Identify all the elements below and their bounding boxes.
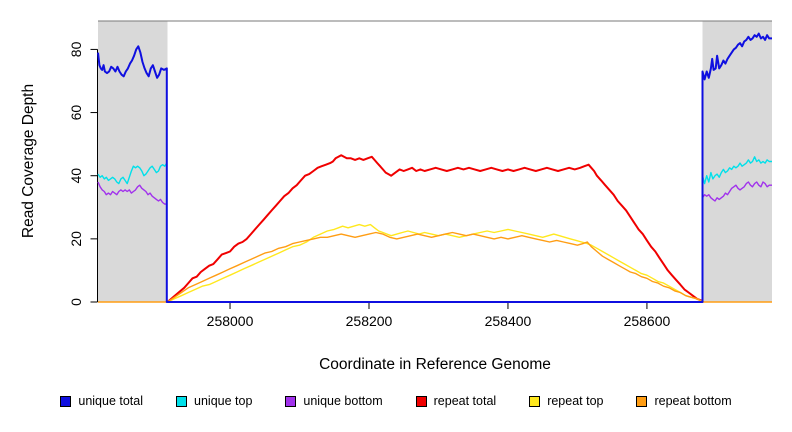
legend-item-unique-top: unique top bbox=[176, 394, 252, 408]
legend-item-unique-total: unique total bbox=[60, 394, 143, 408]
series-line-repeat-bottom bbox=[98, 231, 772, 303]
y-axis-title: Read Coverage Depth bbox=[20, 84, 37, 238]
axes: 258000 258200 258400 258600 0 20 40 60 80 bbox=[68, 41, 670, 329]
legend-label: unique total bbox=[78, 394, 144, 408]
y-tick-label: 40 bbox=[68, 168, 84, 184]
legend-swatch-icon bbox=[176, 395, 188, 407]
legend-swatch-icon bbox=[415, 395, 427, 407]
y-tick-label: 0 bbox=[68, 298, 84, 306]
legend-item-repeat-top: repeat top bbox=[529, 394, 603, 408]
y-tick-label: 20 bbox=[68, 231, 84, 247]
series-line-unique-total bbox=[97, 32, 772, 303]
series-line-unique-bottom bbox=[97, 181, 772, 303]
series-line-repeat-total bbox=[166, 154, 704, 303]
plot-frame bbox=[97, 20, 772, 302]
legend-item-unique-bottom: unique bottom bbox=[285, 394, 383, 408]
x-tick-label: 258400 bbox=[485, 313, 532, 329]
legend-item-repeat-bottom: repeat bottom bbox=[636, 394, 732, 408]
legend-label: unique bottom bbox=[303, 394, 383, 408]
x-axis-title: Coordinate in Reference Genome bbox=[319, 356, 551, 373]
legend-label: repeat total bbox=[433, 394, 497, 408]
x-tick-label: 258000 bbox=[207, 313, 254, 329]
x-tick-label: 258200 bbox=[346, 313, 393, 329]
legend-label: repeat bottom bbox=[654, 394, 732, 408]
legend-label: repeat top bbox=[547, 394, 604, 408]
x-tick-label: 258600 bbox=[624, 313, 671, 329]
shaded-regions bbox=[98, 21, 772, 302]
y-tick-label: 80 bbox=[68, 41, 84, 57]
legend-swatch-icon bbox=[285, 395, 297, 407]
series-line-unique-top bbox=[97, 156, 772, 303]
data-series bbox=[97, 32, 772, 303]
legend-swatch-icon bbox=[60, 395, 72, 407]
y-tick-label: 60 bbox=[68, 105, 84, 121]
legend-swatch-icon bbox=[636, 395, 648, 407]
legend-label: unique top bbox=[194, 394, 253, 408]
legend-swatch-icon bbox=[529, 395, 541, 407]
shaded-region-left bbox=[98, 21, 168, 302]
legend-item-repeat-total: repeat total bbox=[415, 394, 497, 408]
legend: unique total unique top unique bottom repea… bbox=[0, 394, 792, 408]
